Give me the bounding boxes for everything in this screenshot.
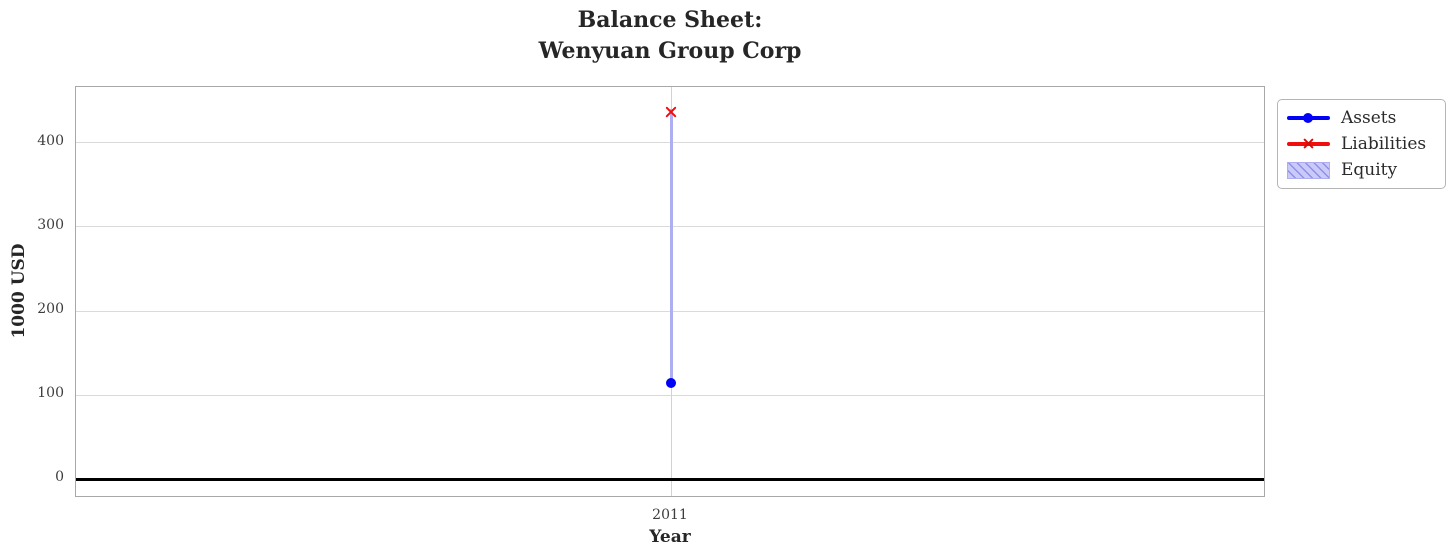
x-tick-label: 2011 <box>652 507 688 523</box>
assets-circle-marker <box>1303 113 1313 123</box>
equity-band <box>669 108 673 384</box>
legend-label-liabilities: Liabilities <box>1341 133 1427 154</box>
y-axis-label: 1000 USD <box>9 243 29 339</box>
legend-item-equity: Equity <box>1287 157 1436 183</box>
plot-area <box>75 86 1265 497</box>
legend-label-equity: Equity <box>1341 159 1398 180</box>
chart-title: Balance Sheet: Wenyuan Group Corp <box>538 7 802 64</box>
legend-item-assets: Assets <box>1287 105 1436 131</box>
liabilities-x-marker <box>1303 138 1314 149</box>
legend-item-liabilities: Liabilities <box>1287 131 1436 157</box>
y-tick-label: 0 <box>55 469 64 486</box>
legend: Assets Liabilities Equity <box>1277 99 1446 189</box>
liabilities-data-point <box>665 103 677 118</box>
assets-line-circle-icon <box>1287 109 1330 127</box>
equity-hatch-swatch-icon <box>1287 161 1330 179</box>
legend-label-assets: Assets <box>1341 107 1397 128</box>
y-tick-label: 100 <box>37 385 64 402</box>
zero-line <box>76 478 1264 481</box>
y-tick-label: 200 <box>37 301 64 318</box>
y-tick-label: 400 <box>37 132 64 149</box>
y-tick-label: 300 <box>37 216 64 233</box>
y-gridline <box>76 394 1264 396</box>
liabilities-line-x-icon <box>1287 135 1330 153</box>
x-axis-label: Year <box>649 527 691 547</box>
assets-data-point <box>666 378 676 389</box>
